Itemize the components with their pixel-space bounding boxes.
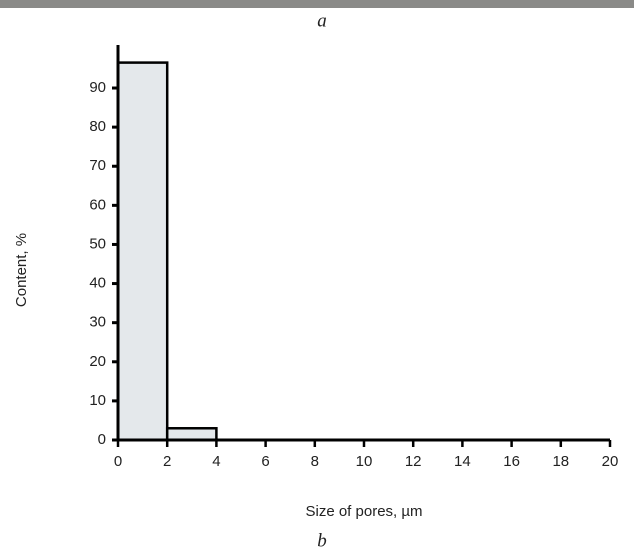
y-tick-label: 40 xyxy=(89,275,106,292)
y-tick-label: 10 xyxy=(89,392,106,409)
panel-label: b xyxy=(317,530,327,551)
x-axis-label: Size of pores, µm xyxy=(305,503,422,520)
y-tick-label: 50 xyxy=(89,235,106,252)
y-tick-label: 30 xyxy=(89,314,106,331)
x-tick-label: 4 xyxy=(212,453,220,470)
page: a b Size of pores, µm Content, % 0102030… xyxy=(0,0,634,553)
x-tick-label: 8 xyxy=(311,453,319,470)
y-tick-label: 0 xyxy=(98,431,106,448)
x-tick-label: 0 xyxy=(114,453,122,470)
x-tick-label: 12 xyxy=(405,453,422,470)
x-tick-label: 16 xyxy=(503,453,520,470)
y-tick-label: 90 xyxy=(89,79,106,96)
y-tick-label: 20 xyxy=(89,353,106,370)
x-tick-label: 2 xyxy=(163,453,171,470)
y-tick-label: 80 xyxy=(89,118,106,135)
chart: a b Size of pores, µm Content, % 0102030… xyxy=(0,0,634,553)
micrograph-strip xyxy=(0,0,634,8)
x-tick-label: 6 xyxy=(261,453,269,470)
x-tick-label: 10 xyxy=(356,453,373,470)
bar xyxy=(118,63,167,440)
x-tick-label: 14 xyxy=(454,453,471,470)
x-tick-label: 20 xyxy=(602,453,619,470)
panel-label: a xyxy=(317,10,327,31)
bar xyxy=(167,428,216,440)
x-tick-label: 18 xyxy=(552,453,569,470)
y-tick-label: 70 xyxy=(89,157,106,174)
y-tick-label: 60 xyxy=(89,196,106,213)
y-axis-label: Content, % xyxy=(13,233,30,307)
